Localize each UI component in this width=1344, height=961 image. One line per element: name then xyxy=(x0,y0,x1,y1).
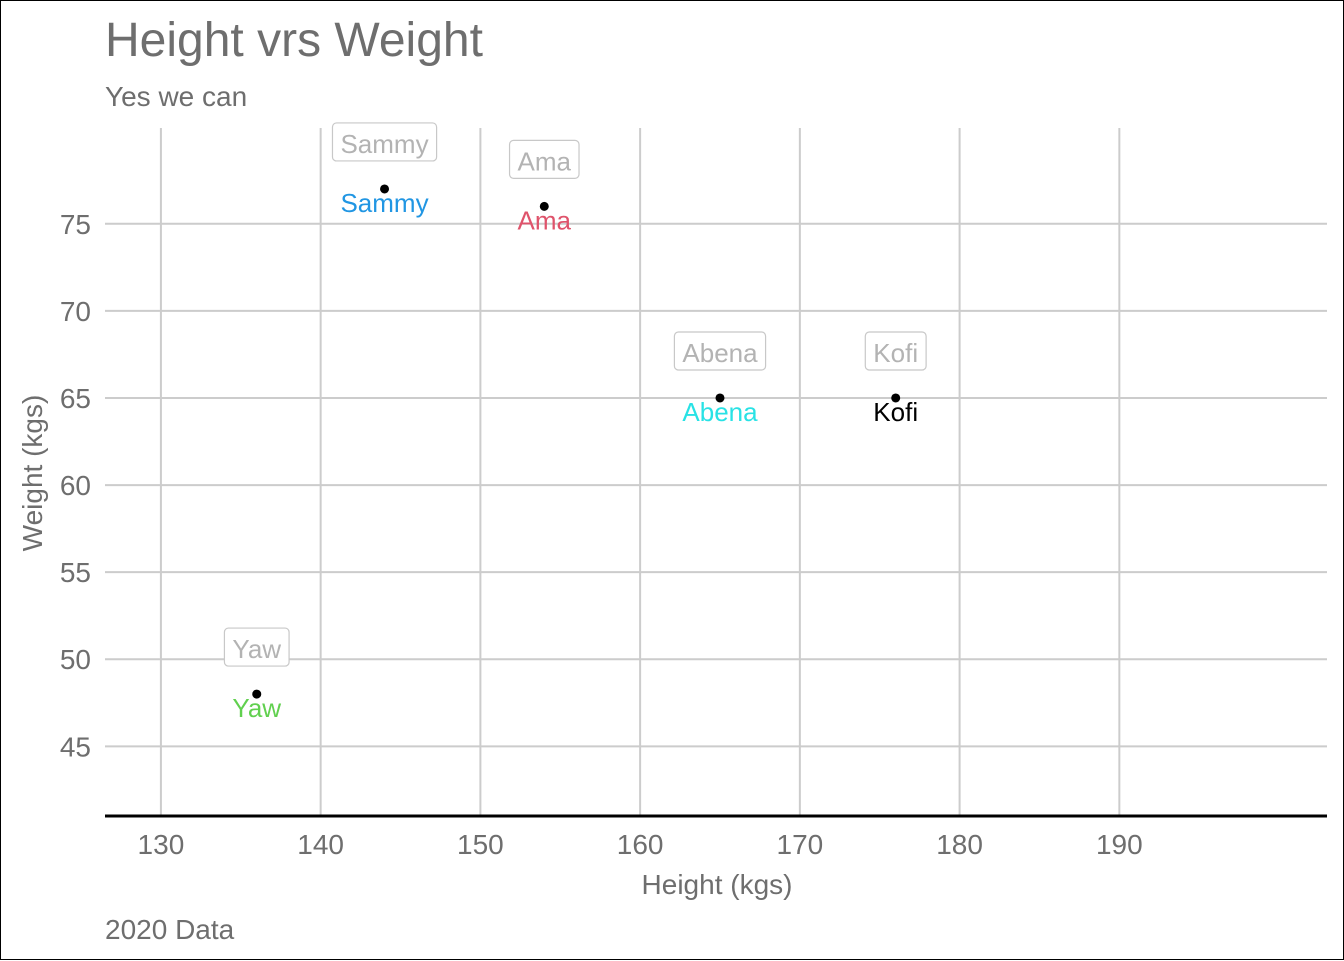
x-tick-label-150: 150 xyxy=(457,829,504,860)
boxed-label-yaw: Yaw xyxy=(223,627,290,667)
point-label-kofi: Kofi xyxy=(873,397,918,427)
chart-caption: 2020 Data xyxy=(105,914,235,945)
boxed-label-sammy: Sammy xyxy=(331,122,438,162)
data-point-sammy xyxy=(380,184,390,194)
data-point-abena xyxy=(715,393,725,403)
y-tick-label-45: 45 xyxy=(60,731,91,762)
boxed-label-text-sammy: Sammy xyxy=(340,129,428,159)
boxed-label-text-yaw: Yaw xyxy=(232,634,281,664)
boxed-label-frame-yaw xyxy=(223,627,290,667)
point-label-yaw: Yaw xyxy=(232,693,281,723)
x-tick-label-180: 180 xyxy=(936,829,983,860)
boxed-label-frame-ama xyxy=(508,139,580,179)
y-tick-label-65: 65 xyxy=(60,383,91,414)
point-label-sammy: Sammy xyxy=(340,188,428,218)
chart-subtitle: Yes we can xyxy=(105,81,247,112)
y-tick-label-55: 55 xyxy=(60,557,91,588)
x-tick-label-190: 190 xyxy=(1096,829,1143,860)
y-tick-label-50: 50 xyxy=(60,644,91,675)
point-label-ama: Ama xyxy=(518,205,572,235)
x-tick-label-160: 160 xyxy=(617,829,664,860)
point-label-abena: Abena xyxy=(682,397,758,427)
boxed-label-text-abena: Abena xyxy=(682,338,758,368)
data-point-yaw xyxy=(252,689,262,699)
y-tick-label-70: 70 xyxy=(60,296,91,327)
y-axis-title: Weight (kgs) xyxy=(17,395,48,552)
x-tick-label-130: 130 xyxy=(138,829,185,860)
y-tick-label-60: 60 xyxy=(60,470,91,501)
boxed-label-kofi: Kofi xyxy=(864,331,927,371)
x-tick-label-170: 170 xyxy=(777,829,824,860)
data-points xyxy=(252,184,901,699)
x-tick-label-140: 140 xyxy=(297,829,344,860)
boxed-label-text-ama: Ama xyxy=(518,146,572,176)
boxed-label-frame-abena xyxy=(673,331,767,371)
boxed-label-text-kofi: Kofi xyxy=(873,338,918,368)
data-point-ama xyxy=(539,201,549,211)
grid-layer xyxy=(105,128,1327,816)
chart-title: Height vrs Weight xyxy=(105,14,483,67)
point-labels: Sammy Ama Abena Kofi Yaw xyxy=(232,188,918,723)
boxed-point-labels: Sammy Ama Abena Kofi Yaw xyxy=(223,122,927,667)
boxed-label-frame-kofi xyxy=(864,331,927,371)
y-tick-label-75: 75 xyxy=(60,209,91,240)
data-point-kofi xyxy=(891,393,901,403)
y-tick-labels: 45 50 55 60 65 70 75 xyxy=(60,209,91,763)
boxed-label-frame-sammy xyxy=(331,122,438,162)
x-tick-labels: 130 140 150 160 170 180 190 xyxy=(138,829,1143,860)
x-axis-title: Height (kgs) xyxy=(642,869,793,900)
boxed-label-abena: Abena xyxy=(673,331,767,371)
boxed-label-ama: Ama xyxy=(508,139,580,179)
